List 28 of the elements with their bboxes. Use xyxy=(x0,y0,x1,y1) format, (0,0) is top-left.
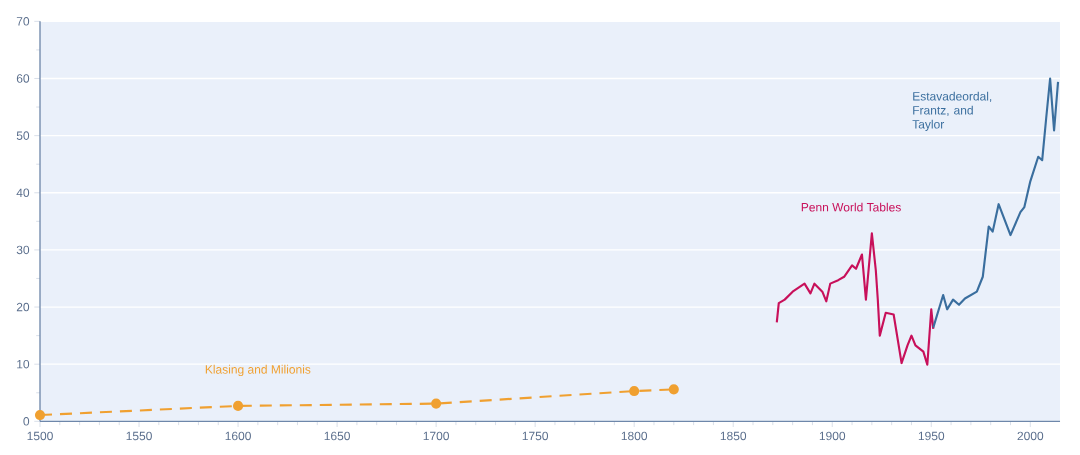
y-tick-label: 50 xyxy=(16,131,30,141)
text: Estavadeordal, Frantz, and Taylor xyxy=(912,91,992,132)
point xyxy=(431,398,442,409)
point xyxy=(34,410,46,421)
point xyxy=(232,400,244,412)
point xyxy=(629,386,640,397)
text: Klasing and Milionis xyxy=(205,365,311,377)
y-tick-label: 0 xyxy=(23,417,30,426)
x-tick-label: 2000 xyxy=(1017,431,1044,441)
y-tick-label: 60 xyxy=(16,74,30,83)
y-tick-label: 40 xyxy=(16,188,30,198)
x-tick-label: 1600 xyxy=(225,431,251,441)
x-tick-label: 1800 xyxy=(621,431,648,441)
x-tick-label: 1750 xyxy=(522,431,549,441)
text: Penn World Tables xyxy=(801,202,901,212)
y-tick-label: 70 xyxy=(16,17,30,26)
x-tick-label: 1500 xyxy=(27,431,53,441)
x-tick-label: 1900 xyxy=(819,431,846,441)
y-tick-label: 20 xyxy=(16,302,30,312)
x-tick-label: 1700 xyxy=(423,431,449,441)
x-tick-label: 1850 xyxy=(720,431,747,441)
x-tick-label: 1550 xyxy=(126,431,152,441)
x-tick-label: 1650 xyxy=(324,431,350,441)
x-tick-label: 1950 xyxy=(918,431,945,441)
point xyxy=(668,384,679,395)
line-series xyxy=(775,232,935,366)
y-tick-label: 10 xyxy=(17,360,30,369)
y-tick-label: 30 xyxy=(16,245,30,255)
